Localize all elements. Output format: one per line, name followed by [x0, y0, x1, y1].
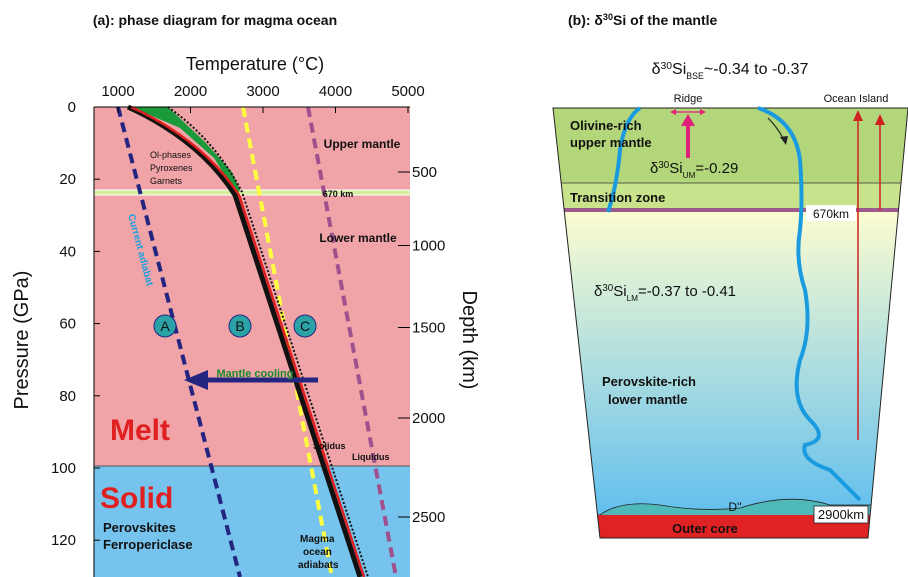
um-label: δ30SiUM=-0.29: [650, 160, 738, 180]
text-part: Si: [672, 61, 686, 78]
panel-b: (b): δ30Si of the mantle δ30SiBSE~-0.34 …: [552, 12, 908, 539]
solidus: [126, 104, 363, 577]
text-part: ~-0.34 to -0.37: [704, 61, 809, 78]
label: Ol-phases: [150, 150, 192, 160]
marker-a: [153, 314, 177, 338]
label: Pyroxenes: [150, 163, 193, 173]
x-tick-label: 3000: [246, 83, 279, 100]
arrow-head: [700, 109, 706, 115]
liquidus: [130, 105, 366, 577]
y2-tick-label: 2000: [412, 410, 445, 427]
text-part: UM: [683, 171, 696, 180]
arrow-head: [670, 109, 676, 115]
arrow-head: [780, 136, 788, 145]
bse-label: δ30SiBSE~-0.34 to -0.37: [652, 61, 809, 82]
upper-mantle: [553, 108, 908, 183]
plume: [757, 106, 862, 502]
text-part: BSE: [686, 71, 704, 81]
label: B: [235, 318, 244, 334]
text-part: 30: [660, 61, 672, 72]
text-part: 30: [603, 12, 613, 22]
arrow-head: [875, 114, 885, 125]
text-part: (b): δ: [568, 12, 603, 28]
label: A: [160, 318, 170, 334]
y2-tick-label: 1500: [412, 320, 445, 337]
label: Upper mantle: [324, 137, 401, 151]
label: upper mantle: [570, 135, 652, 150]
x-label: Temperature (°C): [186, 54, 324, 74]
label: Perovskites: [103, 520, 176, 535]
x-tick-label: 1000: [101, 83, 134, 100]
label: Melt: [110, 414, 170, 447]
label: 2900km: [818, 507, 864, 522]
y-tick-label: 20: [59, 171, 76, 188]
y2-tick-label: 1000: [412, 238, 445, 255]
text-part: δ: [652, 61, 661, 78]
marker-b: [228, 314, 252, 338]
label: Transition zone: [570, 190, 665, 205]
label: Solid: [100, 482, 173, 515]
label: Liquidus: [352, 452, 390, 462]
label: ocean: [303, 547, 332, 558]
y-label: Pressure (GPa): [11, 271, 33, 410]
label-box: [806, 205, 856, 221]
marker-c: [293, 314, 317, 338]
y-tick-label: 60: [59, 316, 76, 333]
label: Garnets: [150, 176, 183, 186]
text-part: =-0.37 to -0.41: [638, 283, 736, 300]
crystal-region: [128, 107, 240, 195]
text-part: Si: [613, 283, 626, 300]
label: Solidus: [313, 441, 346, 451]
label: Ocean Island: [824, 93, 889, 105]
text-part: 30: [602, 283, 613, 294]
y2-label: Depth (km): [458, 291, 480, 390]
y2-tick-label: 2500: [412, 509, 445, 526]
arrow-head: [681, 114, 695, 126]
title: (a): phase diagram for magma ocean: [93, 12, 337, 28]
y-tick-label: 100: [51, 460, 76, 477]
label: Olivine-rich: [570, 118, 642, 133]
label: C: [300, 318, 310, 334]
text-part: =-0.29: [695, 160, 738, 177]
lower-mantle: [553, 210, 908, 515]
x-tick-label: 5000: [391, 83, 424, 100]
label: 670 km: [323, 189, 354, 199]
lm-label: δ30SiLM=-0.37 to -0.41: [594, 283, 736, 303]
y-tick-label: 120: [51, 532, 76, 549]
panel-a: (a): phase diagram for magma ocean Tempe…: [11, 12, 480, 577]
label: Ridge: [674, 93, 703, 105]
label: D'': [728, 500, 741, 514]
label: Outer core: [672, 521, 738, 536]
text-part: Si of the mantle: [613, 12, 717, 28]
label-box: [813, 505, 869, 524]
arrow-head: [853, 110, 863, 121]
adiabat-a: [116, 106, 242, 577]
arrow-head: [184, 370, 208, 390]
text-part: δ: [650, 160, 658, 177]
text-part: LM: [627, 294, 639, 303]
mantle-outline: [552, 107, 908, 539]
label: Mantle cooling: [217, 368, 294, 380]
liquidus-dotted: [167, 106, 369, 577]
x-tick-label: 2000: [174, 83, 207, 100]
label: lower mantle: [608, 392, 687, 407]
title: (b): δ30Si of the mantle: [568, 12, 717, 28]
label: Lower mantle: [319, 231, 397, 245]
melt-region: [94, 107, 410, 466]
y2-tick-label: 500: [412, 164, 437, 181]
x-tick-label: 4000: [319, 83, 352, 100]
text-part: Si: [669, 160, 682, 177]
y-tick-label: 80: [59, 388, 76, 405]
slab: [606, 106, 642, 213]
text-part: 30: [658, 160, 669, 171]
y-tick-label: 40: [59, 243, 76, 260]
label: Magma: [300, 534, 335, 545]
y-tick-label: 0: [68, 99, 76, 116]
label: adiabats: [298, 560, 339, 571]
text-part: δ: [594, 283, 602, 300]
label: Perovskite-rich: [602, 374, 696, 389]
label: 670km: [813, 207, 849, 221]
label: Ferropericlase: [103, 537, 193, 552]
